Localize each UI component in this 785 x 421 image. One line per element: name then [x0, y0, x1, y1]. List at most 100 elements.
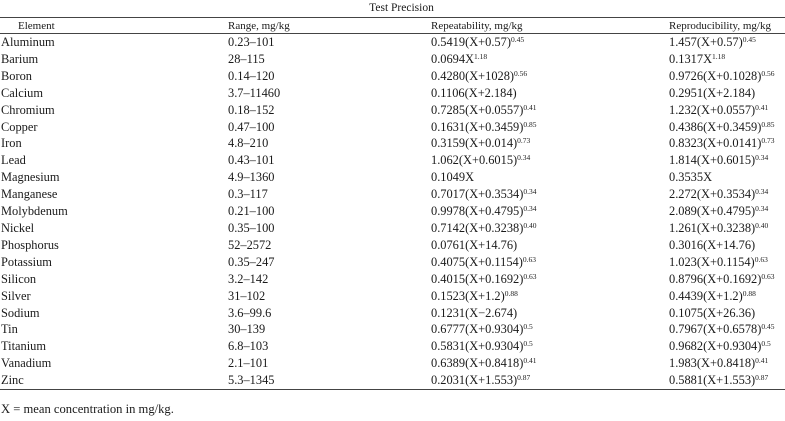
cell-repeatability: 0.2031(X+1.553)0.87 [431, 372, 669, 391]
cell-repeatability-exponent: 0.85 [523, 119, 537, 129]
cell-range: 0.14–120 [228, 68, 275, 83]
cell-range: 0.35–100 [228, 220, 275, 235]
cell-element: Boron [1, 68, 32, 83]
cell-range: 3.2–142 [228, 271, 269, 286]
cell-repeatability-exponent: 0.88 [504, 288, 518, 298]
cell-repeatability-exponent: 0.56 [514, 68, 528, 78]
cell-repeatability-base: 0.1106(X+2.184) [431, 85, 517, 100]
cell-repeatability-exponent: 0.34 [523, 204, 537, 214]
cell-reproducibility: 1.457(X+0.57)0.45 [669, 34, 785, 51]
cell-reproducibility-base: 0.1075(X+26.36) [669, 305, 756, 320]
cell-range: 31–102 [228, 288, 266, 303]
cell-element: Phosphorus [1, 237, 59, 252]
cell-repeatability-base: 0.1631(X+0.3459) [431, 119, 524, 134]
cell-repeatability-base: 0.0694X [431, 51, 475, 66]
cell-repeatability-exponent: 0.41 [523, 356, 537, 366]
cell-element: Lead [1, 153, 26, 168]
cell-repeatability: 0.7017(X+0.3534)0.34 [431, 186, 669, 203]
cell-range: 0.18–152 [228, 102, 275, 117]
cell-element: Titanium [1, 339, 46, 354]
table-row: Potassium 0.35–247 0.4075(X+0.1154)0.63 1.0… [0, 254, 785, 271]
cell-element: Tin [1, 322, 18, 337]
header-reproducibility: Reproducibility, mg/kg [669, 17, 785, 34]
cell-repeatability: 0.1106(X+2.184) [431, 85, 669, 102]
header-repeatability: Repeatability, mg/kg [431, 17, 669, 34]
cell-reproducibility-base: 0.7967(X+0.6578) [669, 322, 762, 337]
cell-reproducibility: 0.7967(X+0.6578)0.45 [669, 321, 785, 338]
cell-reproducibility: 0.8796(X+0.1692)0.63 [669, 271, 785, 288]
cell-reproducibility-base: 0.2951(X+2.184) [669, 85, 756, 100]
header-range: Range, mg/kg [228, 17, 431, 34]
table-row: Iron 4.8–210 0.3159(X+0.014)0.73 0.8323(X+0… [0, 135, 785, 152]
cell-repeatability: 0.4015(X+0.1692)0.63 [431, 271, 669, 288]
cell-repeatability: 0.3159(X+0.014)0.73 [431, 135, 669, 152]
table-row: Phosphorus 52–2572 0.0761(X+14.76) 0.3016(X… [0, 237, 785, 254]
cell-repeatability: 0.6777(X+0.9304)0.5 [431, 321, 669, 338]
cell-repeatability: 0.5419(X+0.57)0.45 [431, 34, 669, 51]
cell-reproducibility: 0.8323(X+0.0141)0.73 [669, 135, 785, 152]
cell-repeatability: 0.1523(X+1.2)0.88 [431, 288, 669, 305]
cell-reproducibility: 1.232(X+0.0557)0.41 [669, 102, 785, 119]
cell-reproducibility-base: 2.089(X+0.4795) [669, 204, 756, 219]
table-row: Nickel 0.35–100 0.7142(X+0.3238)0.40 1.261(… [0, 220, 785, 237]
cell-repeatability-exponent: 0.40 [523, 220, 537, 230]
cell-element: Potassium [1, 254, 52, 269]
cell-reproducibility-exponent: 0.88 [742, 288, 756, 298]
cell-repeatability-base: 0.5419(X+0.57) [431, 35, 511, 49]
cell-repeatability-exponent: 0.5 [523, 339, 533, 349]
cell-repeatability-base: 0.7142(X+0.3238) [431, 220, 524, 235]
table-row: Vanadium 2.1–101 0.6389(X+0.8418)0.41 1.983… [0, 355, 785, 372]
cell-range: 4.8–210 [228, 136, 269, 151]
table-row: Tin 30–139 0.6777(X+0.9304)0.5 0.7967(X+0.6… [0, 321, 785, 338]
cell-repeatability: 0.5831(X+0.9304)0.5 [431, 338, 669, 355]
cell-repeatability-base: 0.0761(X+14.76) [431, 237, 518, 252]
cell-element: Molybdenum [1, 204, 68, 219]
table-row: Calcium 3.7–11460 0.1106(X+2.184) 0.2951(X+… [0, 85, 785, 102]
cell-range: 6.8–103 [228, 339, 269, 354]
table-row: Barium 28–115 0.0694X1.18 0.1317X1.18 [0, 51, 785, 68]
cell-reproducibility-base: 1.814(X+0.6015) [669, 153, 756, 168]
cell-repeatability: 0.6389(X+0.8418)0.41 [431, 355, 669, 372]
cell-element: Sodium [1, 305, 40, 320]
cell-repeatability-exponent: 0.41 [523, 102, 537, 112]
cell-repeatability-base: 0.6777(X+0.9304) [431, 322, 524, 337]
cell-reproducibility-exponent: 0.41 [755, 102, 769, 112]
cell-range: 0.21–100 [228, 204, 275, 219]
cell-reproducibility-exponent: 0.34 [755, 204, 769, 214]
table-row: Titanium 6.8–103 0.5831(X+0.9304)0.5 0.9682… [0, 338, 785, 355]
cell-reproducibility-exponent: 0.34 [755, 187, 769, 197]
cell-reproducibility-exponent: 0.45 [761, 322, 775, 332]
cell-range: 30–139 [228, 322, 266, 337]
cell-range: 0.43–101 [228, 153, 275, 168]
table-row: Copper 0.47–100 0.1631(X+0.3459)0.85 0.4386… [0, 119, 785, 136]
cell-reproducibility-exponent: 0.73 [761, 136, 775, 146]
cell-reproducibility-exponent: 1.18 [712, 51, 726, 61]
cell-repeatability-base: 0.1049X [431, 170, 475, 185]
cell-reproducibility-exponent: 0.41 [755, 356, 769, 366]
cell-repeatability-base: 0.9978(X+0.4795) [431, 204, 524, 219]
cell-repeatability-base: 0.2031(X+1.553) [431, 373, 518, 388]
cell-reproducibility: 2.272(X+0.3534)0.34 [669, 186, 785, 203]
cell-reproducibility-base: 1.023(X+0.1154) [669, 254, 755, 269]
cell-repeatability-base: 0.1231(X−2.674) [431, 305, 518, 320]
cell-reproducibility-base: 1.457(X+0.57) [669, 35, 743, 49]
table-row: Magnesium 4.9–1360 0.1049X 0.3535X [0, 169, 785, 186]
cell-reproducibility: 1.983(X+0.8418)0.41 [669, 355, 785, 372]
cell-repeatability-base: 0.4075(X+0.1154) [431, 254, 523, 269]
cell-reproducibility-exponent: 0.45 [742, 35, 756, 44]
cell-reproducibility-base: 0.8796(X+0.1692) [669, 271, 762, 286]
cell-reproducibility-exponent: 0.63 [754, 254, 768, 264]
cell-reproducibility-base: 0.3535X [669, 170, 713, 185]
cell-reproducibility-exponent: 0.40 [755, 220, 769, 230]
cell-repeatability-exponent: 0.87 [517, 373, 531, 383]
cell-reproducibility-base: 0.3016(X+14.76) [669, 237, 756, 252]
cell-reproducibility-exponent: 0.5 [761, 339, 771, 349]
cell-repeatability: 0.0694X1.18 [431, 51, 669, 68]
cell-repeatability-exponent: 0.63 [522, 254, 537, 264]
cell-repeatability-exponent: 0.63 [523, 271, 537, 281]
cell-repeatability-base: 0.7285(X+0.0557) [431, 102, 524, 117]
precision-table: Test Precision Element Range, mg/kg Repe… [0, 2, 785, 391]
cell-element: Zinc [0, 372, 228, 391]
cell-element: Nickel [1, 220, 35, 235]
cell-reproducibility-exponent: 0.56 [761, 68, 775, 78]
